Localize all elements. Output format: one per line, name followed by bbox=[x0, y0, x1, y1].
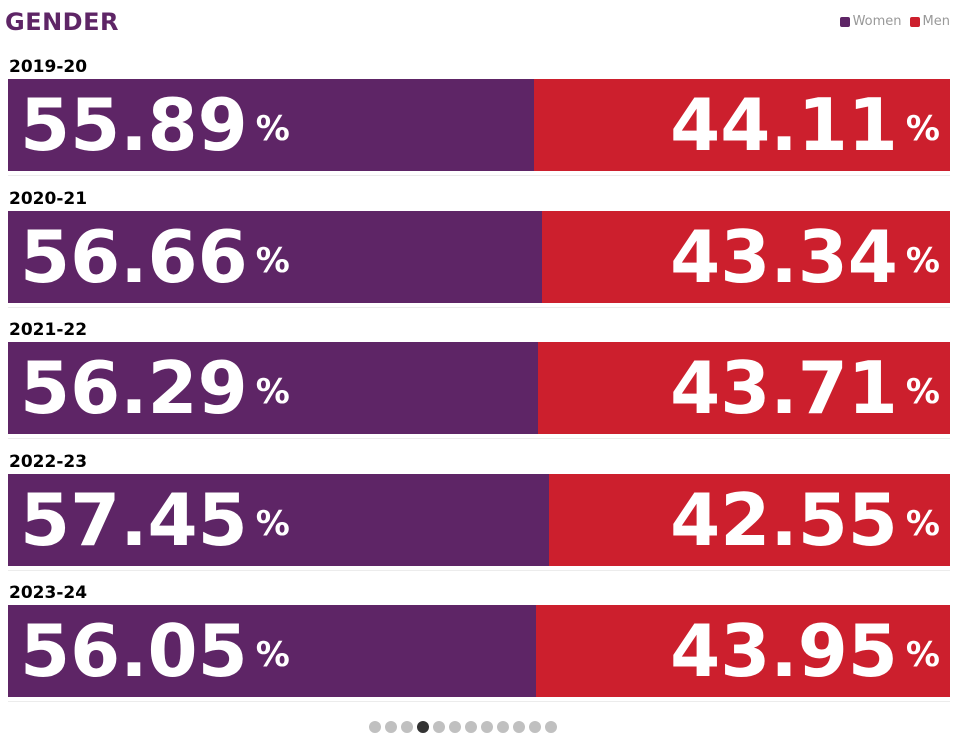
pager-dot[interactable] bbox=[369, 721, 381, 733]
pager-dot[interactable] bbox=[433, 721, 445, 733]
legend: Women Men bbox=[832, 14, 950, 29]
data-label-women: 57.45% bbox=[20, 480, 290, 560]
pager-dot[interactable] bbox=[385, 721, 397, 733]
pager-dot[interactable] bbox=[545, 721, 557, 733]
percent-sign: % bbox=[255, 240, 290, 281]
pager-dot[interactable] bbox=[449, 721, 461, 733]
row-separator bbox=[8, 175, 950, 176]
data-label-value: 56.29 bbox=[20, 346, 248, 430]
year-label: 2021-22 bbox=[9, 320, 88, 340]
bar-segment-women[interactable]: 55.89% bbox=[8, 79, 535, 171]
data-label-value: 55.89 bbox=[20, 83, 248, 167]
data-label-women: 56.29% bbox=[20, 348, 290, 428]
legend-label-women: Women bbox=[852, 14, 902, 29]
legend-swatch-men bbox=[909, 16, 920, 27]
stacked-bar: 56.66% 43.34% bbox=[8, 210, 950, 303]
data-label-value: 56.66 bbox=[20, 214, 248, 299]
bar-segment-women[interactable]: 56.05% bbox=[8, 605, 536, 697]
percent-sign: % bbox=[255, 109, 290, 149]
percent-sign: % bbox=[905, 635, 940, 675]
data-label-women: 56.66% bbox=[20, 217, 290, 297]
stacked-bar: 56.29% 43.71% bbox=[8, 342, 950, 434]
bar-segment-men[interactable]: 43.34% bbox=[541, 210, 950, 303]
pager-dot[interactable] bbox=[529, 721, 541, 733]
stacked-bar: 57.45% 42.55% bbox=[8, 473, 950, 566]
stacked-bar: 55.89% 44.11% bbox=[8, 79, 950, 171]
legend-item-men[interactable]: Men bbox=[909, 14, 950, 29]
percent-sign: % bbox=[255, 635, 290, 675]
data-label-men: 44.11% bbox=[670, 85, 940, 165]
legend-item-women[interactable]: Women bbox=[839, 14, 902, 29]
bar-segment-men[interactable]: 43.71% bbox=[538, 342, 950, 434]
data-label-value: 56.05 bbox=[20, 609, 248, 693]
legend-label-men: Men bbox=[922, 14, 950, 29]
bar-segment-women[interactable]: 57.45% bbox=[8, 473, 550, 566]
pager-dot[interactable] bbox=[497, 721, 509, 733]
pager-dot[interactable] bbox=[513, 721, 525, 733]
bar-segment-men[interactable]: 44.11% bbox=[534, 79, 950, 171]
data-label-men: 43.95% bbox=[670, 611, 940, 691]
row-separator bbox=[8, 306, 950, 308]
pager-dot[interactable] bbox=[401, 721, 413, 733]
percent-sign: % bbox=[905, 240, 940, 281]
data-label-men: 43.71% bbox=[670, 348, 940, 428]
data-label-value: 44.11 bbox=[670, 83, 898, 167]
percent-sign: % bbox=[905, 109, 940, 149]
row-separator bbox=[8, 569, 950, 571]
bar-segment-women[interactable]: 56.29% bbox=[8, 342, 539, 434]
pager-dot[interactable] bbox=[465, 721, 477, 733]
year-label: 2023-24 bbox=[9, 583, 88, 603]
year-label: 2020-21 bbox=[9, 188, 88, 209]
pager-dot[interactable] bbox=[417, 721, 429, 733]
percent-sign: % bbox=[255, 372, 290, 412]
chart-title: GENDER bbox=[5, 8, 119, 36]
pager-dot[interactable] bbox=[481, 721, 493, 733]
stacked-bar: 56.05% 43.95% bbox=[8, 605, 950, 697]
data-label-value: 43.95 bbox=[670, 609, 898, 693]
data-label-women: 56.05% bbox=[20, 611, 290, 691]
data-label-men: 43.34% bbox=[670, 217, 940, 297]
year-label: 2019-20 bbox=[9, 57, 88, 77]
percent-sign: % bbox=[905, 503, 940, 544]
data-label-value: 43.34 bbox=[670, 214, 898, 299]
percent-sign: % bbox=[905, 372, 940, 412]
legend-swatch-women bbox=[839, 16, 850, 27]
row-separator bbox=[8, 438, 950, 439]
bar-segment-men[interactable]: 42.55% bbox=[549, 473, 950, 566]
data-label-value: 42.55 bbox=[670, 477, 898, 562]
year-label: 2022-23 bbox=[9, 451, 88, 472]
bar-segment-women[interactable]: 56.66% bbox=[8, 210, 542, 303]
data-label-value: 43.71 bbox=[670, 346, 898, 430]
row-separator bbox=[8, 701, 950, 702]
pagination-dots bbox=[369, 721, 561, 733]
data-label-women: 55.89% bbox=[20, 85, 290, 165]
percent-sign: % bbox=[255, 503, 290, 544]
bar-segment-men[interactable]: 43.95% bbox=[535, 605, 950, 697]
data-label-men: 42.55% bbox=[670, 480, 940, 560]
data-label-value: 57.45 bbox=[20, 477, 248, 562]
